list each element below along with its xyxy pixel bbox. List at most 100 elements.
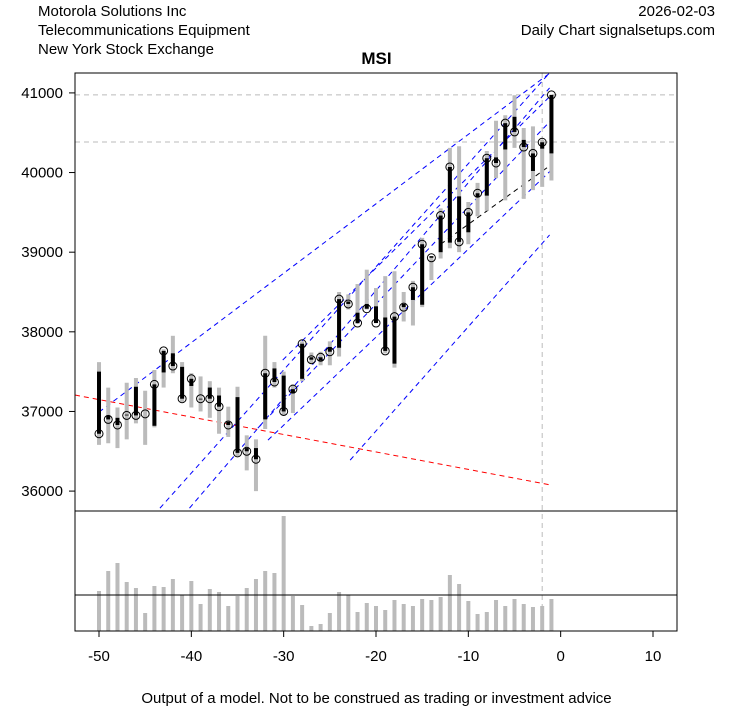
volume-bar [374, 606, 378, 631]
exchange: New York Stock Exchange [38, 41, 214, 58]
close-marker [509, 127, 519, 137]
y-tick-label: 36000 [21, 483, 63, 500]
volume-bar [143, 613, 148, 631]
volume-bar [484, 612, 489, 631]
volume-bar [337, 592, 342, 631]
volume-bar [466, 601, 471, 631]
close-marker [380, 346, 390, 356]
volume-bar [272, 573, 277, 631]
volume-bar [410, 606, 415, 631]
close-marker [112, 420, 122, 430]
volume-bar [392, 600, 397, 631]
y-tick-label: 38000 [21, 324, 63, 341]
close-marker [186, 374, 196, 384]
close-marker [251, 454, 261, 464]
industry: Telecommunications Equipment [38, 22, 250, 39]
volume-bar [244, 588, 249, 631]
x-tick-label: -30 [273, 648, 295, 665]
close-marker [233, 448, 243, 458]
close-marker [519, 142, 529, 152]
close-marker [343, 299, 353, 309]
close-marker [279, 406, 289, 416]
close-marker [159, 346, 169, 356]
close-marker [122, 410, 132, 420]
volume-bar [540, 606, 545, 631]
volume-bar [420, 599, 425, 631]
volume-bar [327, 613, 332, 631]
volume-bar [530, 607, 535, 631]
close-marker [306, 355, 316, 365]
close-marker [297, 339, 307, 349]
trend-line [159, 74, 549, 509]
volume-bar [189, 581, 194, 631]
close-marker [426, 253, 436, 263]
volume-bar [161, 587, 166, 631]
trend-line [267, 169, 552, 441]
volume-bar [355, 612, 360, 631]
chart-date: 2026-02-03 [638, 3, 715, 20]
close-marker [491, 158, 501, 168]
close-marker [473, 188, 483, 198]
volume-bar [281, 516, 286, 631]
volume-bar [170, 579, 175, 631]
volume-bar [549, 599, 554, 631]
volume-bar [438, 597, 443, 631]
volume-bar [318, 624, 323, 631]
x-tick-label: -40 [180, 648, 202, 665]
volume-bar [133, 588, 138, 631]
close-marker [140, 409, 150, 419]
close-marker [177, 394, 187, 404]
close-marker [408, 282, 418, 292]
close-marker [371, 318, 381, 328]
close-marker [269, 377, 279, 387]
volume-bar [512, 599, 517, 631]
close-marker [288, 384, 298, 394]
close-marker [500, 118, 510, 128]
volume-bar [217, 592, 222, 631]
close-marker [223, 420, 233, 430]
volume-bar [290, 596, 295, 631]
close-marker [149, 379, 159, 389]
close-marker [94, 429, 104, 439]
chart-source: Daily Chart signalsetups.com [520, 22, 715, 39]
close-marker [362, 304, 372, 314]
close-marker [482, 153, 492, 163]
volume-bar [226, 606, 231, 631]
volume-bar [447, 575, 452, 631]
close-marker [537, 137, 547, 147]
trend-line [189, 87, 550, 509]
close-marker [131, 410, 141, 420]
close-marker [399, 302, 409, 312]
disclaimer: Output of a model. Not to be construed a… [141, 690, 612, 707]
close-marker [205, 394, 215, 404]
close-marker [242, 446, 252, 456]
close-marker [546, 90, 556, 100]
company-name: Motorola Solutions Inc [38, 3, 187, 20]
volume-bar [198, 604, 203, 631]
volume-bar [309, 626, 314, 631]
y-tick-label: 39000 [21, 244, 63, 261]
close-marker [389, 312, 399, 322]
volume-bar [152, 586, 157, 631]
x-tick-label: -10 [457, 648, 479, 665]
close-marker [196, 394, 206, 404]
volume-bar [97, 591, 102, 631]
close-marker [325, 347, 335, 357]
volume-bar [364, 603, 369, 631]
volume-bar [124, 582, 129, 631]
volume-bar [503, 606, 508, 631]
chart-title: MSI [361, 49, 392, 68]
volume-bar [180, 595, 185, 631]
close-marker [316, 352, 326, 362]
y-tick-label: 41000 [21, 85, 63, 102]
close-marker [168, 361, 178, 371]
volume-bar [207, 589, 212, 631]
volume-bar [253, 579, 258, 631]
x-tick-label: 10 [645, 648, 662, 665]
volume-bar [300, 605, 305, 631]
volume-bar [383, 610, 388, 631]
y-tick-label: 40000 [21, 165, 63, 182]
trend-line [257, 119, 552, 429]
volume-bar [346, 595, 351, 631]
